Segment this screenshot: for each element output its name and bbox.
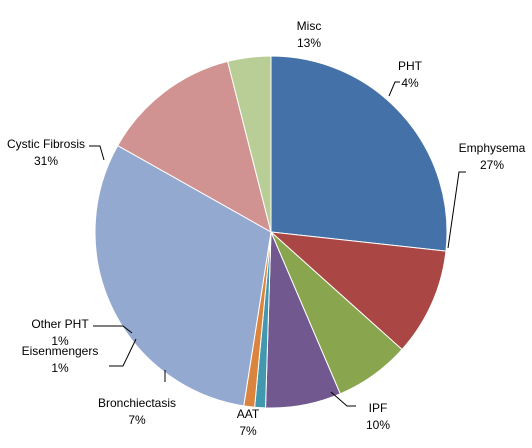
leader-line-pht [388, 81, 400, 97]
slice-label-eisenmengers: Eisenmengers [22, 344, 99, 358]
pie-slice-pht [227, 55, 272, 233]
slice-percent-other-pht: 1% [51, 334, 69, 348]
slice-label-bronchiectasis: Bronchiectasis [98, 396, 176, 410]
slice-percent-aat: 7% [239, 424, 257, 438]
leader-lines-layer [89, 81, 466, 407]
slice-percent-misc: 13% [297, 36, 321, 50]
slice-label-other-pht: Other PHT [31, 317, 89, 331]
slice-label-misc: Misc [297, 19, 322, 33]
leader-line-cystic-fibrosis [89, 145, 105, 161]
leader-line-ipf [330, 391, 356, 407]
leader-line-emphysema [447, 171, 466, 249]
slice-percent-eisenmengers: 1% [51, 361, 69, 375]
slice-percent-pht: 4% [401, 76, 419, 90]
leader-line-other-pht [93, 325, 133, 334]
pie-slice-misc [116, 60, 272, 234]
leader-line-eisenmengers [109, 338, 137, 367]
slice-label-ipf: IPF [369, 401, 388, 415]
slice-percent-ipf: 10% [366, 418, 390, 432]
slice-percent-emphysema: 27% [480, 158, 504, 172]
slice-percent-bronchiectasis: 7% [128, 413, 146, 427]
slices-layer [94, 55, 448, 409]
slice-label-aat: AAT [237, 407, 260, 421]
pie-slice-emphysema [270, 55, 448, 252]
pie-slice-cystic-fibrosis [94, 144, 272, 407]
slice-label-cystic-fibrosis: Cystic Fibrosis [7, 137, 85, 151]
slice-label-emphysema: Emphysema [459, 141, 526, 155]
pie-slice-ipf [269, 231, 447, 351]
labels-layer: Emphysema 27% IPF 10% AAT 7% Bronchiectasis 7% E… [7, 19, 526, 438]
slice-label-pht: PHT [398, 59, 423, 73]
slice-percent-cystic-fibrosis: 31% [34, 154, 58, 168]
